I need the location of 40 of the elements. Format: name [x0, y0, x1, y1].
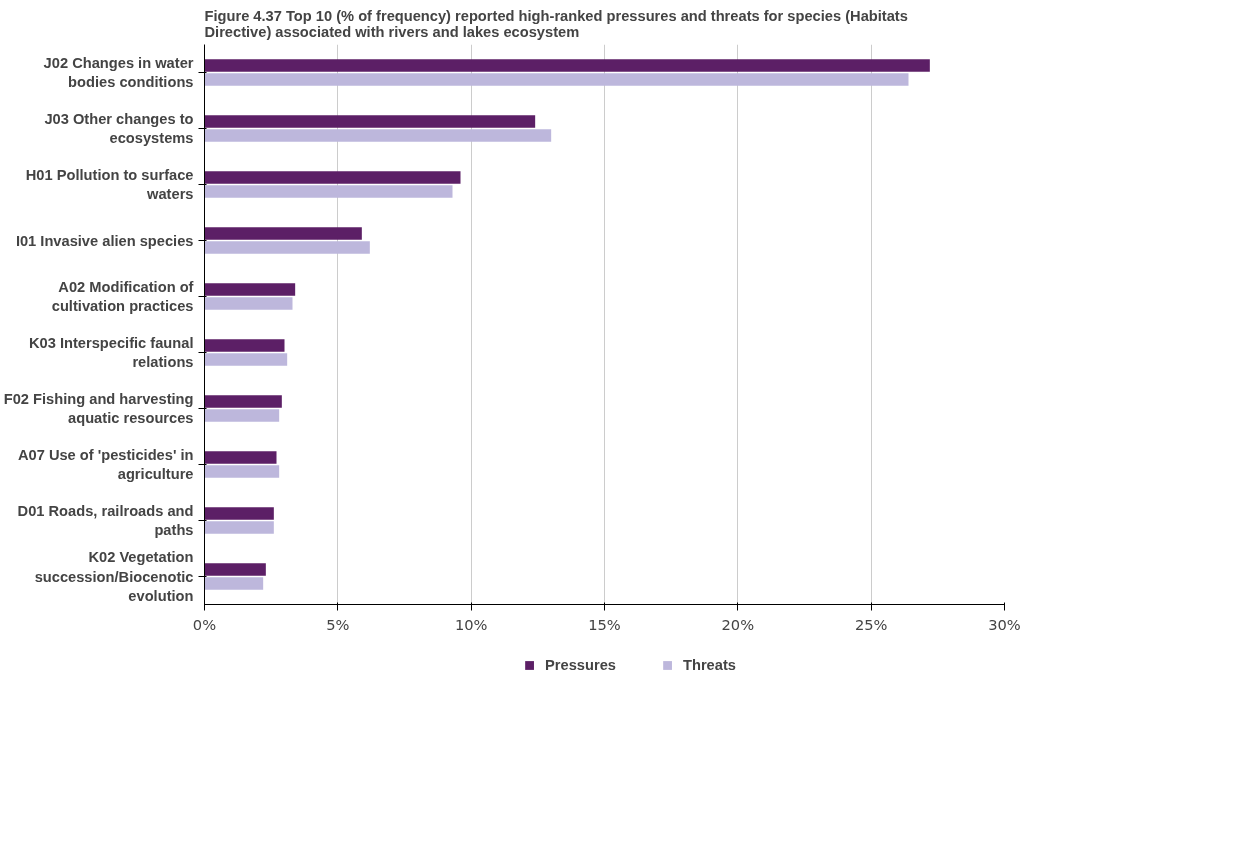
chart-title: Figure 4.37 Top 10 (% of frequency) reported high-ranked pressures and threats for species (Habitats Directive) associated with rivers and lakes ecosystem	[204, 7, 908, 40]
y-tick-label: K03 Interspecific faunal relations	[28, 334, 194, 371]
bar	[204, 507, 274, 520]
x-tick-label: 20%	[721, 615, 755, 633]
bar	[204, 395, 282, 408]
bar	[204, 451, 277, 464]
bar	[204, 227, 362, 240]
bar	[204, 185, 453, 198]
y-tick-label: J02 Changes in water bodies conditions	[43, 54, 194, 91]
bar	[204, 465, 280, 478]
bar	[204, 115, 536, 128]
bar	[204, 339, 285, 352]
x-tick-label: 25%	[854, 615, 888, 633]
x-tick-label: 10%	[454, 615, 488, 633]
bar	[204, 171, 461, 184]
y-tick-label: A02 Modification of cultivation practices	[51, 278, 194, 315]
x-tick-label: 5%	[326, 615, 350, 633]
legend-label: Threats	[682, 657, 736, 673]
x-tick-label: 0%	[192, 615, 217, 633]
y-tick-label: F02 Fishing and harvesting aquatic resources	[3, 390, 194, 427]
bar	[204, 297, 293, 310]
legend-label: Pressures	[545, 657, 616, 673]
x-tick-label: 30%	[988, 615, 1021, 633]
bar	[204, 129, 552, 142]
y-tick-label: I01 Invasive alien species	[15, 232, 194, 249]
y-tick-label: A07 Use of 'pesticides' in agriculture	[17, 446, 194, 483]
bar	[204, 563, 266, 576]
y-tick-label: J03 Other changes to ecosystems	[44, 110, 194, 147]
y-tick-label: D01 Roads, railroads and paths	[17, 502, 194, 539]
bar	[204, 73, 909, 86]
bar	[204, 241, 370, 254]
bar	[204, 283, 296, 296]
y-tick-label: H01 Pollution to surface waters	[25, 166, 194, 203]
bar	[204, 59, 930, 72]
bar	[204, 521, 274, 534]
bar	[204, 577, 264, 590]
y-tick-label: K02 Vegetation succession/Biocenotic evolution	[34, 549, 194, 604]
bar	[204, 353, 288, 366]
bar	[204, 409, 280, 422]
x-tick-label: 15%	[588, 615, 621, 633]
